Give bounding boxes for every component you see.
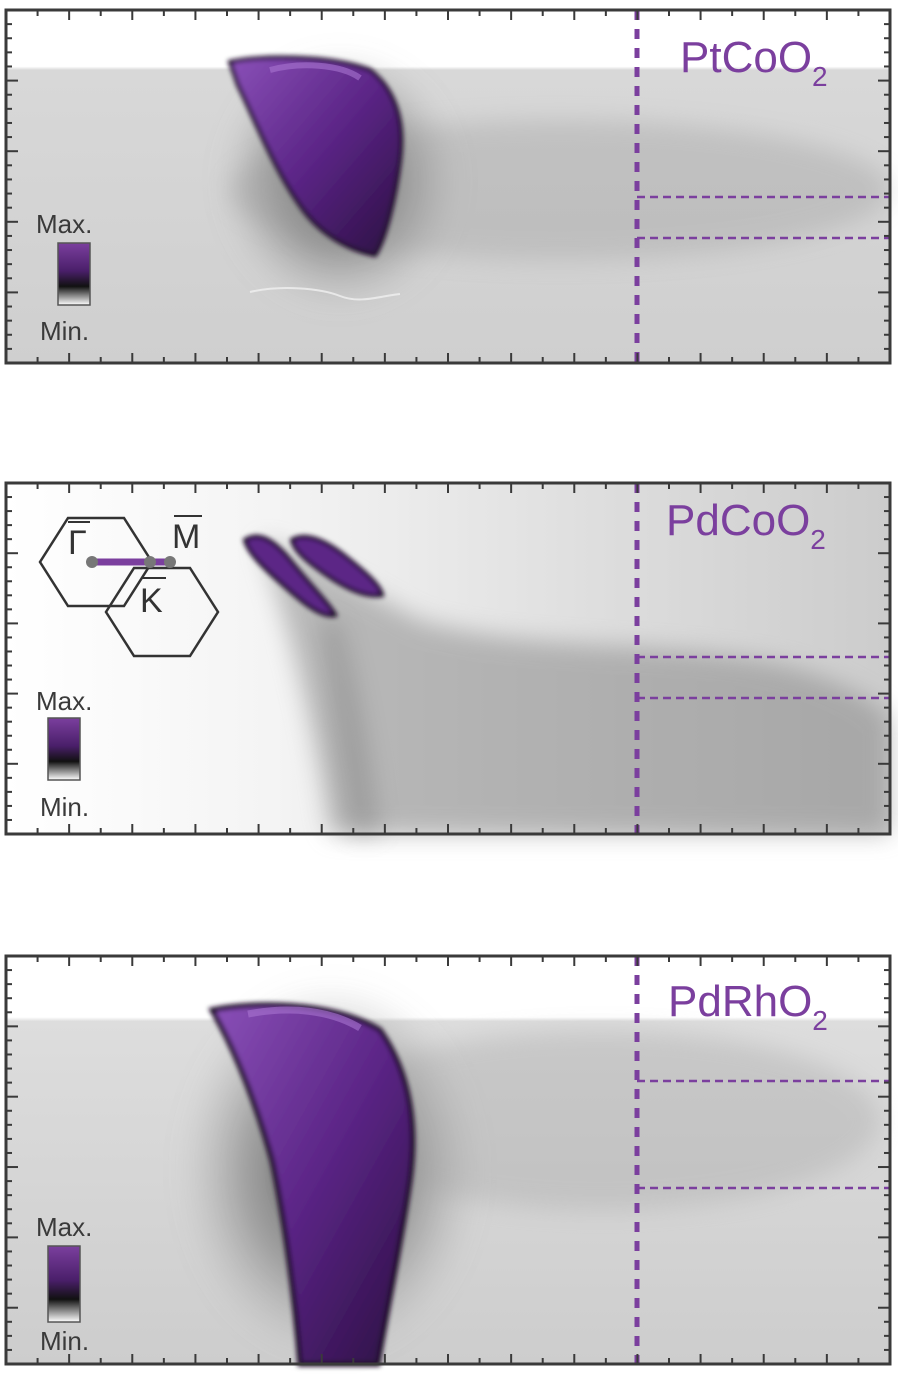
material-label: PtCoO2 (680, 33, 828, 92)
spectral-band (208, 1002, 416, 1367)
legend-max-label: Max. (36, 1212, 92, 1242)
spectral-tail (320, 1030, 880, 1210)
faint-feature (249, 287, 401, 301)
intensity-legend: Max. Min. (36, 686, 92, 822)
legend-min-label: Min. (40, 1326, 89, 1356)
legend-colorbar (47, 717, 81, 781)
panel-pdrho2: PdRhO2 Max. Min. (4, 954, 892, 1367)
legend-max-label: Max. (36, 209, 92, 239)
spectral-band (227, 55, 404, 258)
brillouin-zone-inset: Γ M K (38, 515, 220, 658)
tick-marks (5, 482, 891, 835)
m-point-icon (164, 556, 176, 568)
spectral-column (320, 620, 380, 834)
spectral-weight (260, 540, 890, 834)
panel-ptcoo2: PtCoO2 Max. Min. (4, 8, 892, 365)
panel-pdcoo2: PdCoO2 Γ M K Max. Min. (4, 481, 892, 836)
intensity-legend: Max. Min. (36, 209, 92, 346)
m-label: M (172, 518, 200, 556)
bz-hexagon-right (104, 566, 220, 658)
band-highlight (247, 1006, 362, 1032)
legend-min-label: Min. (40, 316, 89, 346)
gamma-label: Γ (68, 524, 87, 562)
material-label: PdRhO2 (668, 977, 828, 1036)
legend-colorbar (57, 242, 91, 306)
tick-marks (5, 955, 891, 1365)
band-pocket-left (242, 534, 338, 618)
band-highlight (269, 62, 362, 81)
k-point-icon (144, 556, 156, 568)
material-label: PdCoO2 (666, 496, 826, 555)
intensity-legend: Max. Min. (36, 1212, 92, 1356)
band-pocket-right (289, 534, 385, 598)
k-label: K (140, 582, 163, 620)
gamma-point-icon (86, 556, 98, 568)
legend-colorbar (47, 1245, 81, 1323)
tick-marks (5, 9, 891, 364)
bz-hexagon-left (38, 516, 154, 608)
legend-min-label: Min. (40, 792, 89, 822)
legend-max-label: Max. (36, 686, 92, 716)
